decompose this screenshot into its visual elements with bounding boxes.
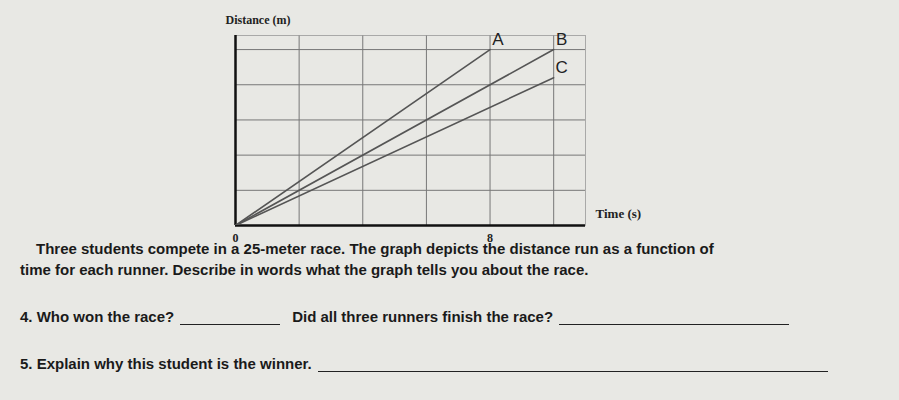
svg-text:Time (s): Time (s) <box>596 206 642 221</box>
svg-text:C: C <box>556 58 568 77</box>
svg-text:Distance (m): Distance (m) <box>226 13 291 27</box>
svg-text:A: A <box>492 30 504 49</box>
svg-text:B: B <box>556 30 567 49</box>
